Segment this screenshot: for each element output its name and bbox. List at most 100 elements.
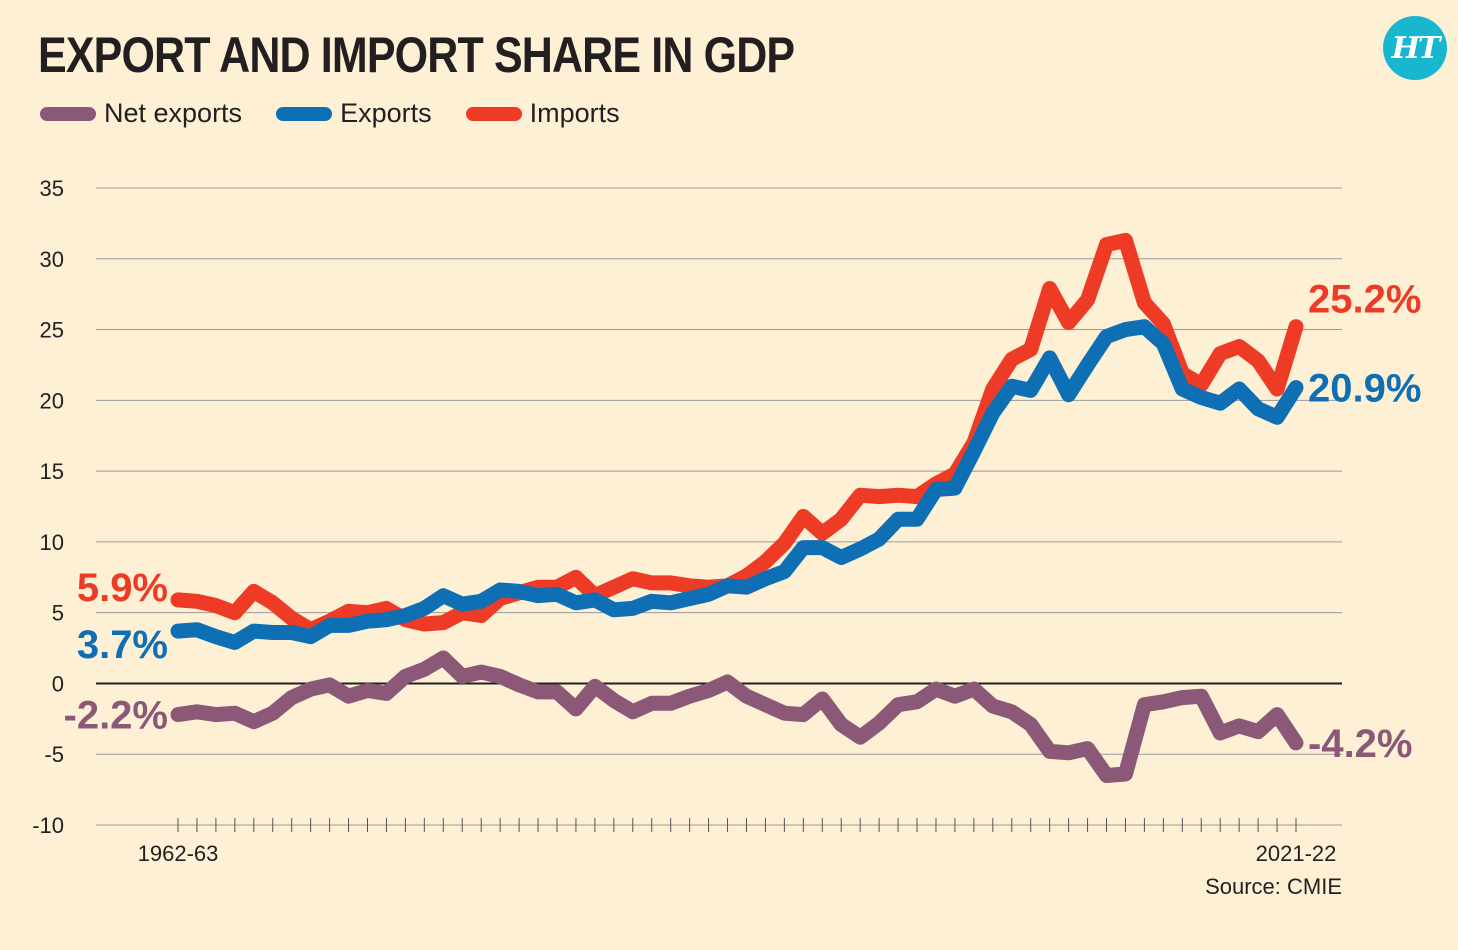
end-label-exports: 20.9% <box>1308 367 1421 411</box>
data-point-imports <box>783 542 785 544</box>
data-point-net-exports <box>1238 725 1240 727</box>
data-point-net-exports <box>764 704 766 706</box>
data-point-exports <box>613 609 615 611</box>
data-point-imports <box>1124 239 1126 241</box>
data-point-net-exports <box>1087 748 1089 750</box>
data-point-imports <box>366 612 368 614</box>
data-point-net-exports <box>594 685 596 687</box>
data-point-exports <box>878 538 880 540</box>
data-point-imports <box>1068 321 1070 323</box>
data-point-net-exports <box>385 692 387 694</box>
legend-swatch-imports <box>465 106 522 121</box>
source-note: Source: CMIE <box>1205 874 1342 899</box>
data-point-imports <box>253 590 255 592</box>
legend-label-exports: Exports <box>340 98 432 128</box>
data-point-imports <box>802 515 804 517</box>
data-point-net-exports <box>670 702 672 704</box>
data-point-imports <box>689 585 691 587</box>
data-point-exports <box>253 630 255 632</box>
data-point-exports <box>859 548 861 550</box>
data-point-imports <box>1143 302 1145 304</box>
legend-swatch-net-exports <box>40 106 96 121</box>
data-point-imports <box>442 622 444 624</box>
data-point-exports <box>234 641 236 643</box>
y-tick-label: 15 <box>40 459 64 484</box>
data-point-net-exports <box>1162 701 1164 703</box>
data-point-exports <box>708 593 710 595</box>
data-point-net-exports <box>973 688 975 690</box>
data-point-exports <box>1257 408 1259 410</box>
data-point-exports <box>310 636 312 638</box>
data-point-exports <box>177 630 179 632</box>
data-point-exports <box>670 602 672 604</box>
data-point-imports <box>1011 358 1013 360</box>
data-point-exports <box>1049 357 1051 359</box>
data-point-imports <box>196 600 198 602</box>
data-point-imports <box>1162 323 1164 325</box>
data-point-imports <box>1219 353 1221 355</box>
data-point-net-exports <box>992 705 994 707</box>
data-point-exports <box>556 593 558 595</box>
data-point-exports <box>897 518 899 520</box>
data-point-net-exports <box>404 675 406 677</box>
legend: Net exports Exports Imports <box>40 98 654 129</box>
data-point-exports <box>499 589 501 591</box>
data-point-net-exports <box>1276 714 1278 716</box>
data-point-net-exports <box>1143 704 1145 706</box>
data-point-imports <box>1106 244 1108 246</box>
data-point-net-exports <box>177 714 179 716</box>
data-point-net-exports <box>518 684 520 686</box>
data-point-exports <box>1124 329 1126 331</box>
y-tick-label: -10 <box>32 813 64 838</box>
data-point-net-exports <box>556 691 558 693</box>
data-point-imports <box>1049 288 1051 290</box>
data-point-imports <box>234 612 236 614</box>
data-point-imports <box>1276 388 1278 390</box>
x-tick-label: 1962-63 <box>138 841 219 866</box>
data-point-net-exports <box>1257 731 1259 733</box>
data-point-exports <box>632 607 634 609</box>
data-point-net-exports <box>613 699 615 701</box>
data-point-imports <box>480 614 482 616</box>
data-point-exports <box>745 586 747 588</box>
data-point-net-exports <box>537 691 539 693</box>
x-tick-label: 2021-22 <box>1256 841 1337 866</box>
data-point-net-exports <box>310 688 312 690</box>
data-point-imports <box>575 576 577 578</box>
data-point-imports <box>1295 326 1297 328</box>
data-point-exports <box>973 450 975 452</box>
ht-logo: HT <box>1383 16 1447 80</box>
data-point-exports <box>1087 364 1089 366</box>
data-point-net-exports <box>1181 697 1183 699</box>
data-point-exports <box>954 487 956 489</box>
data-point-net-exports <box>651 702 653 704</box>
data-point-net-exports <box>442 657 444 659</box>
data-point-imports <box>651 582 653 584</box>
data-point-exports <box>291 631 293 633</box>
data-point-imports <box>613 586 615 588</box>
data-point-net-exports <box>253 721 255 723</box>
data-point-exports <box>802 547 804 549</box>
y-tick-label: 25 <box>40 318 64 343</box>
data-point-exports <box>404 614 406 616</box>
data-point-exports <box>764 578 766 580</box>
data-point-net-exports <box>215 714 217 716</box>
data-point-net-exports <box>234 712 236 714</box>
data-point-exports <box>840 556 842 558</box>
data-point-exports <box>594 599 596 601</box>
data-point-net-exports <box>1219 732 1221 734</box>
data-point-net-exports <box>461 675 463 677</box>
data-point-net-exports <box>935 688 937 690</box>
data-point-net-exports <box>272 712 274 714</box>
data-point-imports <box>1087 299 1089 301</box>
series-line-net-exports <box>170 650 1304 783</box>
data-point-imports <box>878 496 880 498</box>
data-point-exports <box>196 629 198 631</box>
data-point-imports <box>821 532 823 534</box>
data-point-exports <box>689 598 691 600</box>
data-point-net-exports <box>196 711 198 713</box>
data-point-imports <box>897 494 899 496</box>
end-label-net-exports: -4.2% <box>1308 722 1413 766</box>
data-point-imports <box>291 617 293 619</box>
data-point-net-exports <box>859 736 861 738</box>
